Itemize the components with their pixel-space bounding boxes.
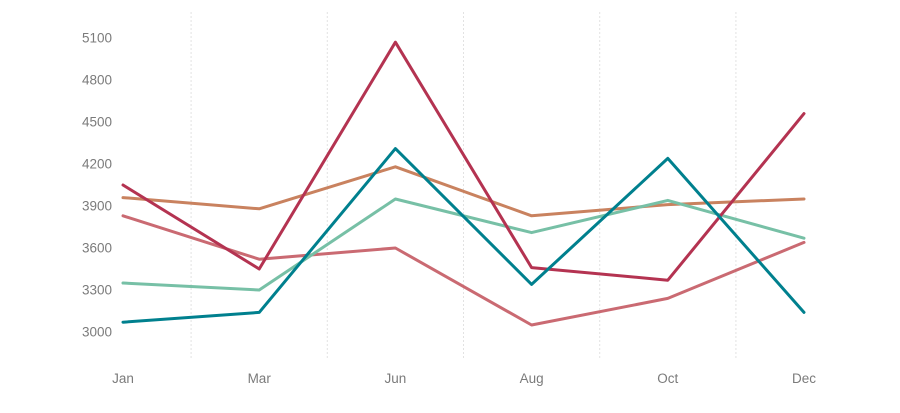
x-tick-label: Jan: [112, 371, 134, 386]
y-tick-label: 3000: [82, 325, 112, 340]
x-tick-label: Oct: [657, 371, 678, 386]
y-tick-label: 3900: [82, 199, 112, 214]
y-tick-label: 4500: [82, 115, 112, 130]
series-line-copper[interactable]: [121, 165, 806, 218]
y-tick-label: 3600: [82, 241, 112, 256]
series-line-rose[interactable]: [121, 214, 806, 327]
y-tick-label: 4800: [82, 73, 112, 88]
x-tick-label: Aug: [520, 371, 544, 386]
series-line-crimson[interactable]: [121, 40, 806, 282]
x-tick-label: Dec: [792, 371, 816, 386]
y-tick-label: 5100: [82, 31, 112, 46]
series-line-teal[interactable]: [121, 147, 806, 324]
x-tick-label: Jun: [385, 371, 407, 386]
y-tick-label: 3300: [82, 283, 112, 298]
x-tick-label: Mar: [248, 371, 272, 386]
y-tick-label: 4200: [82, 157, 112, 172]
